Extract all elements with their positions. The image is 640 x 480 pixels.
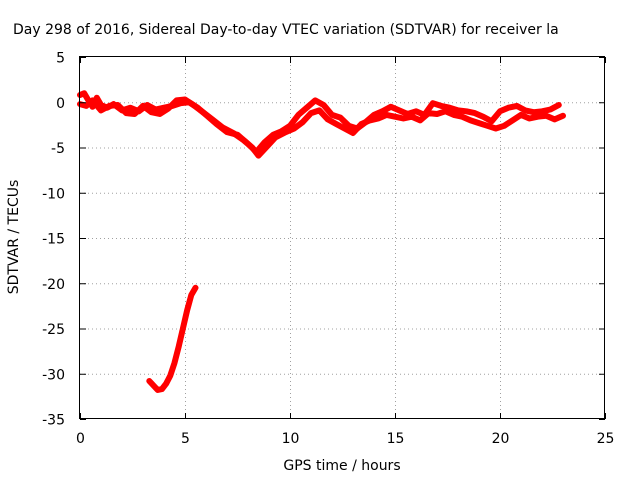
series-line-2 bbox=[77, 96, 566, 159]
x-tick-label: 0 bbox=[76, 431, 85, 447]
y-tick-label: -35 bbox=[42, 413, 65, 429]
x-tick-labels: 0 5 10 15 20 25 bbox=[76, 431, 614, 447]
y-tick-label: -25 bbox=[42, 322, 65, 338]
plot-frame bbox=[79, 56, 605, 419]
y-tick-label: -15 bbox=[42, 232, 65, 248]
x-tick-label: 25 bbox=[597, 431, 615, 447]
x-axis-label: GPS time / hours bbox=[283, 458, 400, 474]
y-tick-label: 5 bbox=[56, 51, 65, 67]
y-tick-label: -30 bbox=[42, 367, 65, 383]
y-tick-label: 0 bbox=[56, 96, 65, 112]
series-line-3 bbox=[146, 284, 199, 393]
y-tick-label: -5 bbox=[51, 141, 65, 157]
x-tick-label: 15 bbox=[387, 431, 405, 447]
x-tick-label: 10 bbox=[282, 431, 300, 447]
data-series bbox=[77, 90, 566, 393]
chart-title: Day 298 of 2016, Sidereal Day-to-day VTE… bbox=[13, 22, 559, 38]
axis-ticks bbox=[80, 57, 606, 420]
y-tick-label: -10 bbox=[42, 186, 65, 202]
y-tick-label: -20 bbox=[42, 277, 65, 293]
y-axis-label: SDTVAR / TECUs bbox=[6, 180, 22, 295]
x-tick-label: 20 bbox=[492, 431, 510, 447]
y-tick-labels: 5 0 -5 -10 -15 -20 -25 -30 -35 bbox=[42, 51, 65, 429]
x-tick-label: 5 bbox=[181, 431, 190, 447]
